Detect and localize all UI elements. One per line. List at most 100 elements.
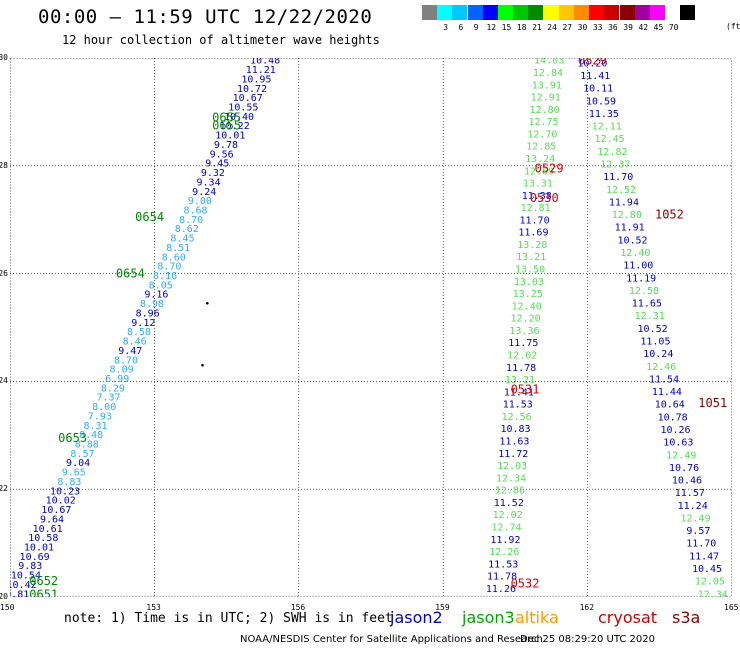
swh-value: 9.47 [118, 346, 142, 357]
swh-value: 11.53 [503, 400, 533, 411]
swh-value: 11.52 [494, 498, 524, 509]
swh-value: 10.11 [583, 84, 613, 95]
legend-swatch-label: 21 [532, 23, 542, 32]
legend-swatch-label: 18 [516, 23, 527, 32]
footer-note: note: 1) Time is in UTC; 2) SWH is in fe… [64, 611, 393, 626]
swh-value: 8.68 [183, 205, 207, 216]
date-stamp: Dec 25 08:29:20 UTC 2020 [520, 634, 655, 645]
satellite-label-s3a: s3a [672, 608, 701, 627]
swh-value: 11.54 [649, 374, 679, 385]
lat-tick-label: 30 [0, 53, 8, 62]
legend-swatch [634, 5, 650, 20]
legend-swatch [604, 5, 620, 20]
pass-time-label: 0529 [535, 161, 564, 175]
swh-value: 8.16 [153, 271, 177, 282]
swh-value: 10.64 [655, 400, 685, 411]
legend-swatch [558, 5, 574, 20]
swh-value: 8.96 [136, 308, 160, 319]
swh-value: 11.91 [615, 223, 645, 234]
lat-tick-label: 26 [0, 268, 8, 278]
swh-value: 10.02 [46, 496, 76, 507]
swh-value: 13.03 [514, 277, 544, 288]
pass-time-label: 0653 [58, 431, 87, 445]
swh-value: 8.62 [175, 224, 199, 235]
swh-value: 11.63 [499, 437, 529, 448]
legend-swatch [680, 5, 696, 20]
swh-value: 12.49 [681, 513, 711, 524]
swh-value: 10.78 [658, 412, 688, 423]
swh-value: 10.59 [586, 96, 616, 107]
swh-value: 12.70 [527, 129, 557, 140]
legend-swatch-label: 15 [501, 23, 512, 32]
legend-swatch-label: 70 [668, 23, 679, 32]
swh-value: 10.45 [692, 564, 722, 575]
map-svg: 9.8110.4210.549.8310.6910.0110.5810.619.… [5, 54, 732, 601]
swh-value: 12.56 [502, 412, 532, 423]
map-title: 00:00 – 11:59 UTC 12/22/2020 [38, 6, 373, 28]
swh-value: 9.16 [144, 290, 168, 301]
swh-value: 10.40 [224, 112, 254, 123]
legend-swatch-label: 45 [653, 23, 664, 32]
swh-value: 7.93 [88, 411, 112, 422]
lat-tick-label: 24 [0, 376, 8, 386]
legend-swatch [498, 5, 513, 20]
swh-value: 8.48 [79, 430, 103, 441]
legend-swatch-label: 33 [592, 23, 603, 32]
swh-value: 12.46 [646, 362, 676, 373]
lon-tick-label: 165 [724, 603, 739, 612]
swh-value: 12.11 [592, 122, 622, 133]
swh-value: 10.42 [10, 580, 37, 591]
swh-value: 11.78 [487, 572, 517, 583]
swh-value: 9.12 [131, 318, 155, 329]
swh-value: 12.75 [528, 117, 558, 128]
pass-time-label: 0530 [530, 191, 559, 205]
swh-value: 9.78 [214, 140, 238, 151]
swh-value: 11.94 [609, 197, 639, 208]
swh-value: 11.70 [603, 172, 633, 183]
swh-value: 6.99 [105, 374, 129, 385]
lat-tick-label: 22 [0, 484, 8, 494]
pass-time-label: 0532 [511, 577, 540, 591]
swh-value: 8.29 [101, 383, 125, 394]
swh-value: 11.57 [675, 488, 705, 499]
swh-value: 11.75 [508, 338, 538, 349]
legend-swatch-label: 36 [608, 23, 618, 32]
swh-value: 11.53 [488, 559, 518, 570]
swh-value: 11.24 [678, 501, 708, 512]
lon-tick-label: 153 [146, 603, 161, 612]
swh-value: 8.05 [149, 280, 173, 291]
swh-value: 12.34 [698, 589, 728, 597]
legend-swatch [513, 5, 529, 20]
legend-swatch [650, 5, 665, 20]
pass-time-label: 0651 [29, 587, 58, 597]
swh-value: 11.47 [689, 551, 719, 562]
swh-value: 12.85 [526, 142, 556, 153]
swh-value: 8.57 [70, 449, 94, 460]
swh-value: 8.46 [123, 337, 147, 348]
swh-value: 10.67 [233, 93, 263, 104]
legend-swatch [422, 5, 437, 20]
swh-value: 10.48 [250, 58, 280, 67]
map-frame [10, 58, 732, 597]
legend-swatch-label: 9 [473, 23, 479, 32]
lon-tick-label: 150 [0, 603, 15, 612]
credit-line: NOAA/NESDIS Center for Satellite Applica… [240, 634, 543, 645]
swh-value: 10.24 [643, 349, 673, 360]
swh-value: 12.26 [489, 547, 519, 558]
lon-tick-label: 156 [290, 603, 306, 612]
swh-value: 12.74 [492, 522, 522, 533]
swh-value: 12.34 [496, 473, 526, 484]
lat-tick-label: 20 [0, 592, 8, 601]
swh-value: 11.78 [506, 363, 536, 374]
swh-value: 10.23 [50, 486, 80, 497]
legend-swatch-label: 30 [577, 23, 588, 32]
swh-value: 10.52 [617, 235, 647, 246]
island-dot [201, 363, 204, 367]
swh-value: 12.03 [497, 461, 527, 472]
swh-value: 11.69 [518, 228, 548, 239]
swh-value: 11.05 [640, 336, 670, 347]
swh-value: 11.65 [632, 299, 662, 310]
swh-value: 13.28 [517, 240, 547, 251]
pass-time-label: 0529 [578, 58, 607, 68]
swh-value: 12.02 [507, 351, 537, 362]
